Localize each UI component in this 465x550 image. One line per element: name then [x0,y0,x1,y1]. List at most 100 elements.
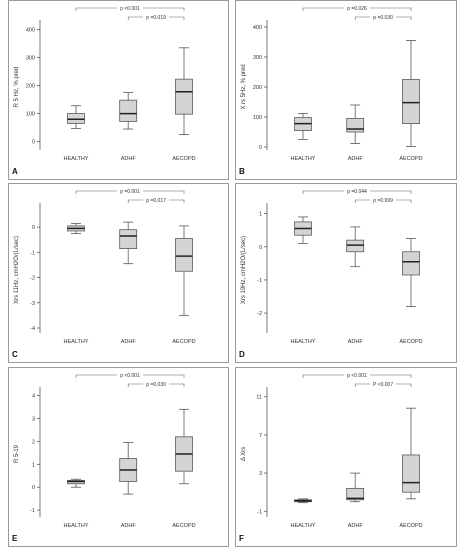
p-value-label: p <0.001 [120,373,140,379]
significance-bracket: p =0.019 [127,14,185,21]
significance-bracket: p <0.001 [75,5,185,12]
x-tick-label: ADHF [121,156,137,162]
x-tick-label: HEALTHY [64,339,89,345]
box-aecopd [175,225,193,316]
x-tick-label: HEALTHY [291,339,316,345]
y-tick-label: 300 [26,56,35,62]
chart-panel-e: 4 3 2 1 0 -1 R 5-19 HEALTHY ADHF AECOPD p <0.001 p … [8,367,229,547]
box-aecopd [175,47,193,136]
y-tick-label: 3 [259,471,262,477]
p-value-label: p =0.030 [146,382,166,388]
bracket-label-bg [117,5,143,11]
chart-panel-f: 11 7 3 -1 Δ Xrs HEALTHY ADHF AECOPD p <0.001 P <0… [235,367,457,547]
y-tick-label: -1 [257,278,262,284]
y-tick-label: 0 [32,140,35,146]
box-aecopd [402,40,420,147]
panel-border [235,183,457,363]
box-iqr [402,251,420,276]
x-tick-label: AECOPD [399,339,422,345]
x-tick-label: AECOPD [399,156,422,162]
box-aecopd [402,238,420,307]
box-iqr [346,487,365,501]
bracket-label-bg [143,197,170,203]
panel-letter: E [12,534,18,543]
y-axis-label: Xrs 11Hz, cmH2O/(L/sec) [14,236,20,304]
y-tick-label: 0 [32,225,35,231]
chart-panel-a: 0 100 200 300 400 R 5 Hz, % pred HEALTHY ADHF AE… [8,0,229,180]
box-iqr [175,238,193,272]
y-axis-label: R 5-19 [14,444,20,463]
box-healthy [294,216,312,244]
box-healthy [67,478,85,488]
box-adhf [119,442,138,495]
y-tick-label: -4 [30,326,35,332]
box-iqr [119,99,138,122]
box-healthy [67,105,85,129]
box-iqr [175,78,193,115]
y-tick-label: 400 [253,25,262,31]
p-value-label: P <0.007 [373,382,393,388]
p-value-label: p <0.001 [347,373,367,379]
significance-bracket: p <0.001 [302,372,412,379]
y-tick-label: 1 [32,462,35,468]
significance-bracket: p =0.044 [302,188,412,195]
p-value-label: p =0.044 [347,189,367,195]
p-value-label: p =0.019 [146,15,166,21]
y-tick-label: -3 [30,301,35,307]
p-value-label: p =0.017 [146,198,166,204]
bracket-label-bg [370,381,397,387]
y-tick-label: -1 [257,509,262,515]
y-tick-label: -2 [30,276,35,282]
panel-letter: F [239,534,244,543]
y-tick-label: 7 [259,433,262,439]
y-tick-label: 0 [32,485,35,491]
bracket-label-bg [344,372,370,378]
box-iqr [346,239,365,253]
y-tick-label: 400 [26,28,35,34]
y-axis-label: Δ Xrs [241,447,247,461]
bracket-label-bg [117,372,143,378]
panel-border [8,0,229,180]
box-iqr [402,454,420,493]
panel-letter: A [12,167,18,176]
significance-bracket: p <0.001 [75,372,185,379]
p-value-label: p <0.001 [120,6,140,12]
x-tick-label: HEALTHY [291,156,316,162]
y-tick-label: 100 [253,115,262,121]
panel-border [8,183,229,363]
y-tick-label: -2 [257,311,262,317]
panel-border [235,367,457,547]
box-aecopd [175,408,193,485]
x-tick-label: AECOPD [172,523,195,529]
box-adhf [346,104,365,144]
panel-border [8,367,229,547]
bracket-label-bg [117,188,143,194]
p-value-label: p =0.999 [373,198,393,204]
panel-letter: C [12,350,18,359]
y-tick-label: 0 [259,245,262,251]
bracket-label-bg [370,197,397,203]
y-tick-label: 200 [26,84,35,90]
x-tick-label: ADHF [348,156,364,162]
significance-bracket: p =0.026 [302,5,412,12]
y-axis-label: R 5 Hz, % pred [14,67,20,108]
x-tick-label: HEALTHY [291,523,316,529]
p-value-label: p =0.001 [120,189,140,195]
p-value-label: p =0.030 [373,15,393,21]
x-tick-label: ADHF [121,339,137,345]
significance-bracket: P <0.007 [354,381,412,388]
x-tick-label: ADHF [348,523,364,529]
y-tick-label: 3 [32,416,35,422]
panel-border [235,0,457,180]
y-tick-label: 200 [253,85,262,91]
x-tick-label: ADHF [348,339,364,345]
significance-bracket: p =0.017 [127,197,185,204]
y-tick-label: 4 [32,394,35,400]
bracket-label-bg [143,381,170,387]
y-axis-label: X rs 5Hz, % pred [241,64,247,109]
box-adhf [119,221,138,265]
significance-bracket: p =0.030 [127,381,185,388]
box-aecopd [402,407,420,500]
y-axis-label: Xrs 19Hz, cmH2O/(L/sec) [241,236,247,304]
